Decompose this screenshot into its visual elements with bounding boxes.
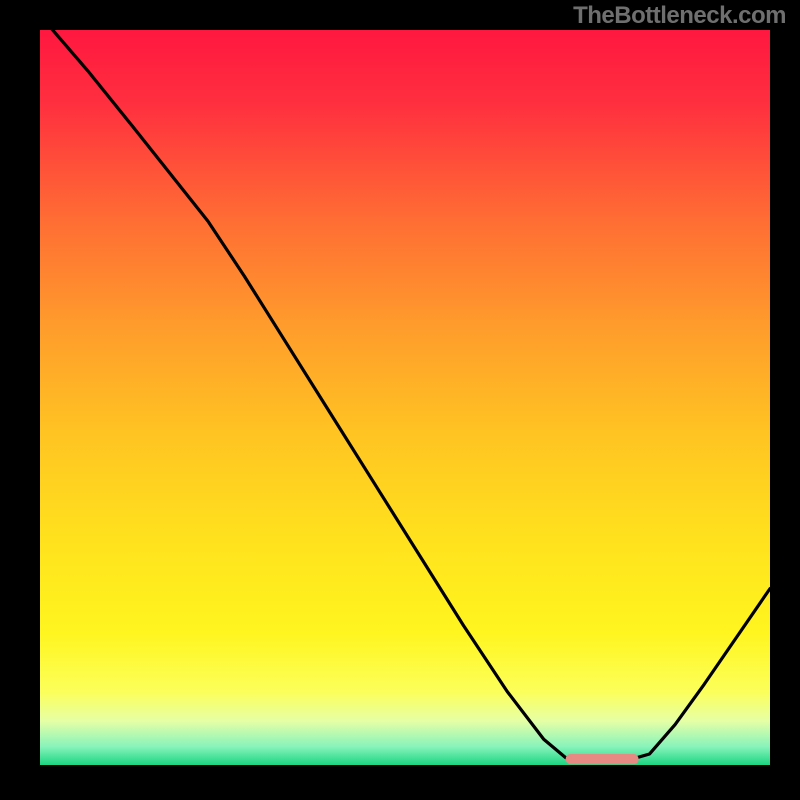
watermark-text: TheBottleneck.com bbox=[573, 2, 786, 30]
valley-marker bbox=[566, 754, 639, 764]
gradient-background bbox=[40, 30, 770, 765]
bottleneck-chart bbox=[0, 0, 800, 800]
